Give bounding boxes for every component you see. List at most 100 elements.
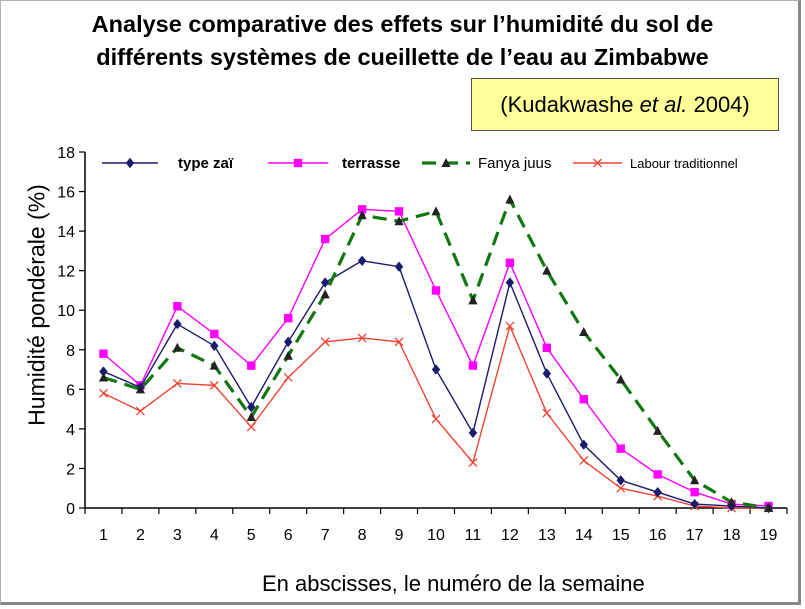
data-point [357,205,367,214]
data-point [320,277,330,288]
data-point [505,321,515,331]
x-tick-label: 13 [538,527,556,544]
x-tick-label: 8 [358,527,367,544]
x-tick-label: 7 [321,527,330,544]
y-tick-label: 8 [66,343,75,360]
legend-label: Labour traditionnel [630,156,738,171]
x-tick-label: 6 [284,527,293,544]
data-point [284,336,293,348]
data-point [394,261,404,272]
legend-label: Fanya juus [478,155,551,172]
data-point-stroke [616,483,626,493]
data-point-stroke [394,337,404,347]
data-point [690,475,700,485]
data-point-stroke [431,414,441,424]
data-point [441,158,451,167]
data-point [690,498,699,510]
data-point [320,234,330,244]
legend-entry-2: Fanya juus [422,155,551,172]
data-point [431,364,441,375]
data-point [593,158,602,168]
y-tick-label: 14 [57,224,75,241]
legend-label: terrasse [342,155,400,172]
data-point [579,395,588,404]
x-tick-label: 18 [723,527,741,544]
data-point [293,158,303,168]
data-point [210,329,219,339]
data-point-stroke [593,158,602,168]
data-point [542,368,552,379]
data-point-stroke [99,388,108,398]
x-tick-label: 12 [501,527,519,544]
y-tick-label: 18 [57,145,75,162]
data-point [99,349,108,358]
data-point [357,333,367,343]
citation-author: Kudakwashe [507,92,640,117]
data-point-stroke [542,408,552,418]
data-point [653,425,663,435]
y-tick-label: 10 [57,303,75,320]
data-point [726,497,737,507]
data-point [173,302,182,311]
data-point [616,483,626,493]
data-point-stroke [357,333,367,343]
data-point [246,412,256,422]
data-point [209,360,219,370]
x-tick-label: 15 [612,527,630,544]
data-point [99,366,108,377]
data-point-stroke [283,373,293,382]
data-point [172,342,182,352]
data-point [173,318,182,330]
data-point [468,361,478,370]
series-2 [98,194,774,512]
data-point [616,444,625,453]
data-point [579,439,588,450]
data-point [542,265,552,275]
data-point [653,470,662,479]
citation-box: (Kudakwashe et al. 2004) [471,78,779,131]
data-point [246,422,256,432]
chart-title: Analyse comparative des effets sur l’hum… [20,8,785,74]
x-tick-label: 9 [395,527,404,544]
data-point-stroke [209,380,219,390]
data-point [98,372,109,382]
data-point [320,289,330,299]
data-point [468,427,478,439]
data-point [579,456,589,465]
data-point [394,207,404,216]
data-point [431,286,441,295]
x-tick-label: 19 [760,527,778,544]
citation-year: 2004 [687,92,743,117]
data-point [135,406,145,416]
data-point [284,313,293,323]
data-point-stroke [579,456,589,465]
data-point [99,388,108,398]
series-0 [99,255,773,514]
data-point [579,326,589,336]
x-tick-label: 2 [136,527,145,544]
data-point-stroke [246,422,256,432]
x-axis-caption: En abscisses, le numéro de la semaine [262,571,645,596]
data-point [210,340,219,352]
y-tick-label: 6 [66,382,75,399]
x-tick-label: 4 [210,527,219,544]
y-tick-label: 4 [66,422,75,439]
data-point [135,384,146,394]
y-tick-label: 0 [66,501,75,518]
data-point [431,206,441,216]
data-point-stroke [172,378,182,388]
series-line [103,208,769,507]
title-line-2: différents systèmes de cueillette de l’e… [96,44,709,70]
data-point [542,343,552,352]
y-tick-label: 12 [57,264,75,281]
data-point [283,350,293,360]
series-3 [99,321,773,513]
series-line [102,197,769,510]
data-point [247,361,256,370]
data-point [653,486,662,498]
x-tick-label: 16 [649,527,667,544]
data-point [394,216,404,226]
legend-entry-3: Labour traditionnel [573,156,738,171]
